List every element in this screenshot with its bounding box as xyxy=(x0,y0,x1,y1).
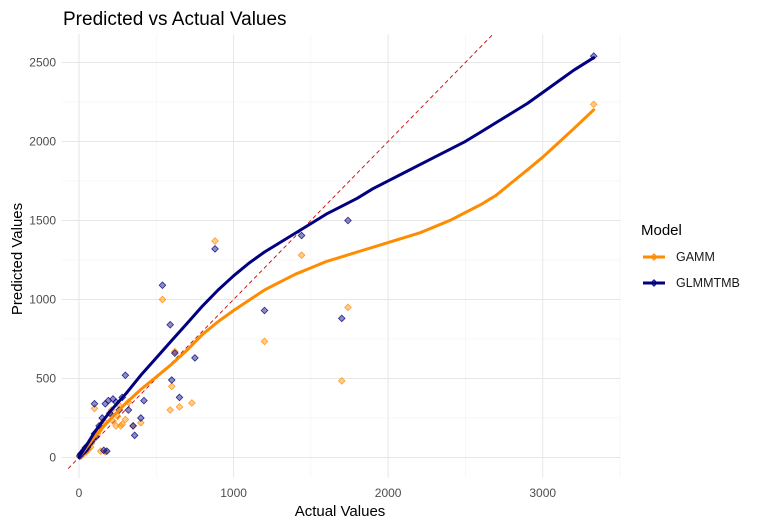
gamm-point xyxy=(121,415,130,424)
gamm-point xyxy=(187,399,196,407)
gamm-legend-label: GAMM xyxy=(676,250,715,264)
glmmtmb-point xyxy=(211,245,219,253)
glmmtmb-point xyxy=(191,354,199,362)
x-tick-label: 1000 xyxy=(220,486,247,500)
y-tick-labels: 0 500 1000 1500 2000 2500 xyxy=(29,55,56,464)
x-tick-label: 0 xyxy=(76,486,83,500)
data-points xyxy=(75,52,598,461)
gamm-point xyxy=(90,404,99,413)
gamm-point xyxy=(337,376,346,385)
glmmtmb-point xyxy=(158,281,167,290)
glmmtmb-point xyxy=(260,306,269,315)
x-tick-label: 2000 xyxy=(375,486,402,500)
grid xyxy=(62,34,621,478)
y-tick-label: 1500 xyxy=(29,213,56,227)
x-axis-title: Actual Values xyxy=(295,503,386,520)
glmmtmb-point xyxy=(175,393,184,402)
glmmtmb-legend-label: GLMMTMB xyxy=(676,276,740,290)
gamm-point xyxy=(297,251,306,260)
y-tick-label: 0 xyxy=(49,450,56,464)
gamm-point xyxy=(170,347,179,356)
y-axis-title: Predicted Values xyxy=(9,203,26,315)
legend-items: GAMM GLMMTMB xyxy=(643,250,740,290)
glmmtmb-point xyxy=(90,399,99,408)
glmmtmb-point xyxy=(167,376,176,384)
reference-line-group xyxy=(67,33,494,469)
glmmtmb-point xyxy=(136,414,145,422)
gamm-smooth-line xyxy=(77,108,596,459)
y-tick-label: 1000 xyxy=(29,292,56,306)
gamm-point xyxy=(136,418,145,427)
gamm-legend-marker xyxy=(650,253,658,261)
y-tick-label: 2000 xyxy=(29,134,56,148)
gamm-point xyxy=(260,337,269,346)
gamm-point xyxy=(211,237,219,245)
gamm-point xyxy=(167,382,176,391)
glmmtmb-point xyxy=(170,349,179,358)
glmmtmb-point xyxy=(344,216,352,225)
smooth-lines xyxy=(77,56,596,459)
gamm-point xyxy=(158,295,167,304)
y-tick-label: 2500 xyxy=(29,55,56,69)
glmmtmb-point xyxy=(102,447,111,456)
y-tick-label: 500 xyxy=(36,371,56,385)
legend-title: Model xyxy=(641,222,682,239)
glmmtmb-point xyxy=(337,314,346,323)
glmmtmb-point xyxy=(166,320,175,329)
gamm-point xyxy=(118,420,127,429)
glmmtmb-point xyxy=(121,371,130,380)
legend: Model GAMM GLMMTMB xyxy=(641,222,740,290)
x-tick-label: 3000 xyxy=(529,486,556,500)
x-tick-labels: 0 1000 2000 3000 xyxy=(76,486,557,500)
glmmtmb-point xyxy=(124,406,133,414)
glmmtmb-smooth-line xyxy=(77,56,596,459)
gamm-point xyxy=(166,406,175,414)
gamm-point xyxy=(344,303,352,312)
glmmtmb-point xyxy=(130,431,139,440)
gamm-point xyxy=(589,100,598,109)
reference-line xyxy=(67,33,494,469)
glmmtmb-point xyxy=(129,421,137,430)
glmmtmb-point xyxy=(297,231,306,240)
glmmtmb-legend-marker xyxy=(650,279,658,287)
glmmtmb-point xyxy=(140,396,148,405)
gamm-point xyxy=(175,403,184,411)
chart-title: Predicted vs Actual Values xyxy=(63,9,287,30)
